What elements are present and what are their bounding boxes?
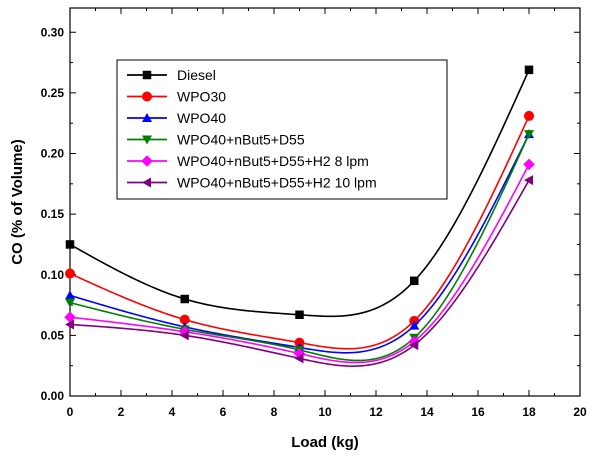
data-point bbox=[524, 130, 534, 140]
data-point bbox=[294, 353, 304, 364]
legend-box bbox=[116, 59, 448, 200]
axes: 0 2 4 6 8 10 12 14 16 18 20 0.00 0.05 0.10 0.15 0.20 0.2… bbox=[9, 8, 587, 451]
y-axis-title: CO (% of Volume) bbox=[9, 139, 26, 265]
data-point bbox=[409, 340, 419, 351]
x-tick-label: 4 bbox=[169, 405, 176, 419]
legend-label: WPO40+nBut5+D55+H2 8 lpm bbox=[177, 153, 369, 169]
data-point bbox=[409, 320, 420, 330]
x-tick-label: 6 bbox=[220, 405, 227, 419]
data-point bbox=[524, 65, 534, 75]
x-tick-label: 2 bbox=[118, 405, 125, 419]
legend-marker bbox=[142, 135, 152, 145]
y-tick-label: 0.05 bbox=[41, 328, 65, 342]
x-tick-label: 20 bbox=[573, 405, 587, 419]
y-tick-label: 0.20 bbox=[41, 147, 65, 161]
legend-marker bbox=[142, 91, 152, 102]
legend-item: WPO40+nBut5+D55 bbox=[127, 132, 305, 148]
x-axis-title: Load (kg) bbox=[291, 434, 359, 451]
data-point bbox=[65, 298, 75, 308]
data-point bbox=[524, 175, 533, 186]
legend-marker bbox=[142, 70, 152, 80]
legend-label: WPO40+nBut5+D55+H2 10 lpm bbox=[177, 175, 377, 191]
series-0 bbox=[65, 65, 534, 320]
data-point bbox=[179, 314, 190, 325]
data-point bbox=[65, 290, 75, 300]
data-point bbox=[179, 330, 189, 341]
data-point bbox=[65, 319, 74, 330]
x-tick-label: 8 bbox=[271, 405, 278, 419]
data-point bbox=[65, 240, 75, 249]
legend-item: Diesel bbox=[127, 67, 216, 83]
y-tick-label: 0.25 bbox=[41, 86, 65, 100]
legend-item: WPO40+nBut5+D55+H2 10 lpm bbox=[127, 175, 377, 191]
data-point bbox=[410, 276, 419, 286]
series-5 bbox=[65, 175, 533, 367]
series-group bbox=[64, 65, 535, 367]
legend: Diesel WPO30 WPO40 WPO40+nBut5+D55 WPO40+nBu… bbox=[116, 59, 448, 200]
x-tick-label: 10 bbox=[318, 405, 332, 419]
x-tick-label: 18 bbox=[522, 405, 536, 419]
legend-item: WPO40+nBut5+D55+H2 8 lpm bbox=[127, 153, 369, 169]
x-tick-label: 12 bbox=[369, 405, 383, 419]
legend-marker bbox=[141, 155, 153, 167]
legend-item: WPO30 bbox=[127, 89, 226, 105]
legend-label: WPO30 bbox=[177, 89, 226, 105]
y-tick-label: 0.00 bbox=[41, 389, 65, 403]
data-point bbox=[180, 294, 189, 304]
legend-marker bbox=[142, 113, 152, 122]
data-point bbox=[523, 158, 535, 171]
data-point bbox=[295, 310, 304, 320]
data-point bbox=[65, 268, 75, 279]
x-tick-label: 0 bbox=[67, 405, 74, 419]
y-tick-label: 0.15 bbox=[41, 207, 65, 221]
y-tick-label: 0.30 bbox=[41, 25, 65, 39]
data-point bbox=[64, 311, 76, 323]
legend-marker bbox=[142, 177, 151, 188]
x-tick-label: 14 bbox=[420, 405, 434, 419]
legend-label: Diesel bbox=[177, 67, 216, 83]
legend-item: WPO40 bbox=[127, 110, 226, 126]
data-point bbox=[524, 110, 534, 121]
y-tick-label: 0.10 bbox=[41, 268, 65, 282]
x-tick-label: 16 bbox=[471, 405, 485, 419]
legend-label: WPO40 bbox=[177, 110, 226, 126]
legend-label: WPO40+nBut5+D55 bbox=[177, 132, 305, 148]
